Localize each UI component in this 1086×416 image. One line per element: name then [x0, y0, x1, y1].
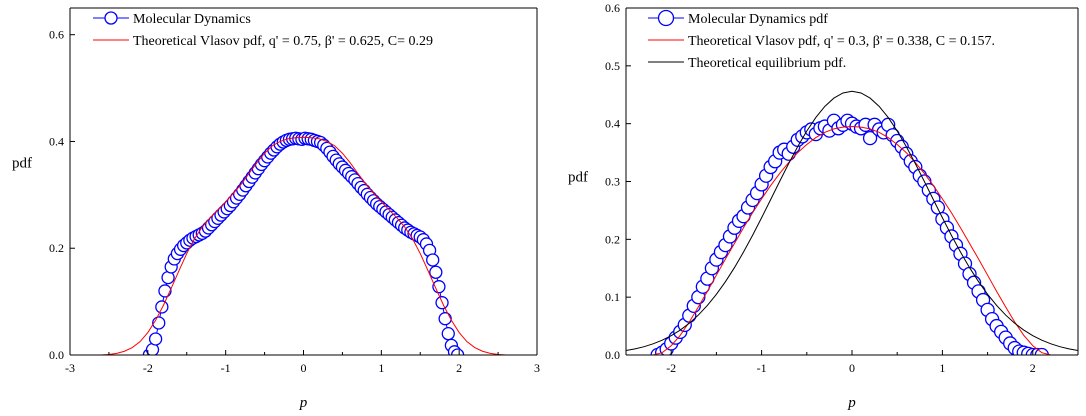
- legend-label: Molecular Dynamics pdf: [688, 12, 828, 27]
- x-tick-label: 2: [1030, 361, 1036, 375]
- series-line: [626, 90, 1078, 352]
- x-tick-label: -2: [666, 361, 676, 375]
- data-layer: [626, 90, 1078, 355]
- x-tick-label: 0: [849, 361, 855, 375]
- series-2: [652, 126, 1052, 355]
- data-point: [429, 265, 443, 279]
- x-tick-label: 3: [534, 361, 540, 375]
- legend-label: Theoretical Vlasov pdf, q' = 0.75, β' = …: [133, 34, 433, 49]
- x-tick-label: -2: [143, 361, 153, 375]
- series-3: [626, 90, 1078, 352]
- legend-marker: [104, 11, 118, 25]
- y-tick-label: 0.3: [605, 175, 620, 189]
- x-tick-label: 1: [378, 361, 384, 375]
- data-point: [441, 326, 455, 341]
- x-tick-label: -1: [757, 361, 767, 375]
- y-tick-label: 0.2: [605, 232, 620, 246]
- data-point: [862, 130, 878, 146]
- legend: Molecular Dynamics pdf Theoretical Vlasov…: [648, 9, 995, 71]
- series-line: [148, 137, 458, 355]
- data-point: [450, 348, 465, 355]
- series-1: [142, 131, 465, 355]
- x-tick-label: 1: [939, 361, 945, 375]
- y-axis-title: pdf: [12, 156, 32, 172]
- x-tick-label: 2: [456, 361, 462, 375]
- x-tick-label: -3: [65, 361, 75, 375]
- y-tick-label: 0.6: [605, 1, 620, 15]
- y-tick-label: 0.6: [49, 28, 64, 42]
- legend-label: Theoretical equilibrium pdf.: [688, 56, 846, 71]
- y-tick-label: 0.0: [49, 348, 64, 362]
- data-layer: [101, 131, 506, 355]
- data-point: [155, 300, 169, 314]
- y-tick-label: 0.4: [49, 134, 64, 148]
- y-tick-label: 0.5: [605, 59, 620, 73]
- legend-marker: [657, 9, 675, 27]
- x-axis-title: p: [299, 395, 308, 411]
- y-tick-label: 0.1: [605, 290, 620, 304]
- x-tick-label: 0: [301, 361, 307, 375]
- series-line: [101, 136, 506, 355]
- legend: Molecular Dynamics Theoretical Vlasov pdf…: [93, 11, 433, 49]
- series-1: [650, 113, 1049, 355]
- data-point: [438, 312, 452, 326]
- data-point: [148, 332, 163, 346]
- legend-label: Theoretical Vlasov pdf, q' = 0.3, β' = 0…: [688, 34, 995, 49]
- chart-panel-1: -3 -2 -1 0 1 2 3 0.0 0.2 0.4 0.6 p pdf Molecular Dyna…: [12, 7, 540, 411]
- y-axis-title: pdf: [568, 170, 588, 186]
- y-tick-label: 0.0: [605, 348, 620, 362]
- data-point: [426, 253, 440, 267]
- x-axis-title: p: [847, 395, 856, 411]
- series-2: [101, 136, 506, 355]
- y-tick-label: 0.4: [605, 117, 620, 131]
- chart-panel-2: -2 -1 0 1 2 0.0 0.1 0.2 0.3 0.4 0.5 0.6 p pdf Molecula…: [568, 1, 1079, 411]
- series-line: [652, 126, 1052, 355]
- legend-label: Molecular Dynamics: [133, 12, 251, 27]
- data-point: [158, 284, 172, 298]
- data-point: [152, 316, 166, 330]
- x-tick-label: -1: [221, 361, 231, 375]
- y-tick-label: 0.2: [49, 241, 64, 255]
